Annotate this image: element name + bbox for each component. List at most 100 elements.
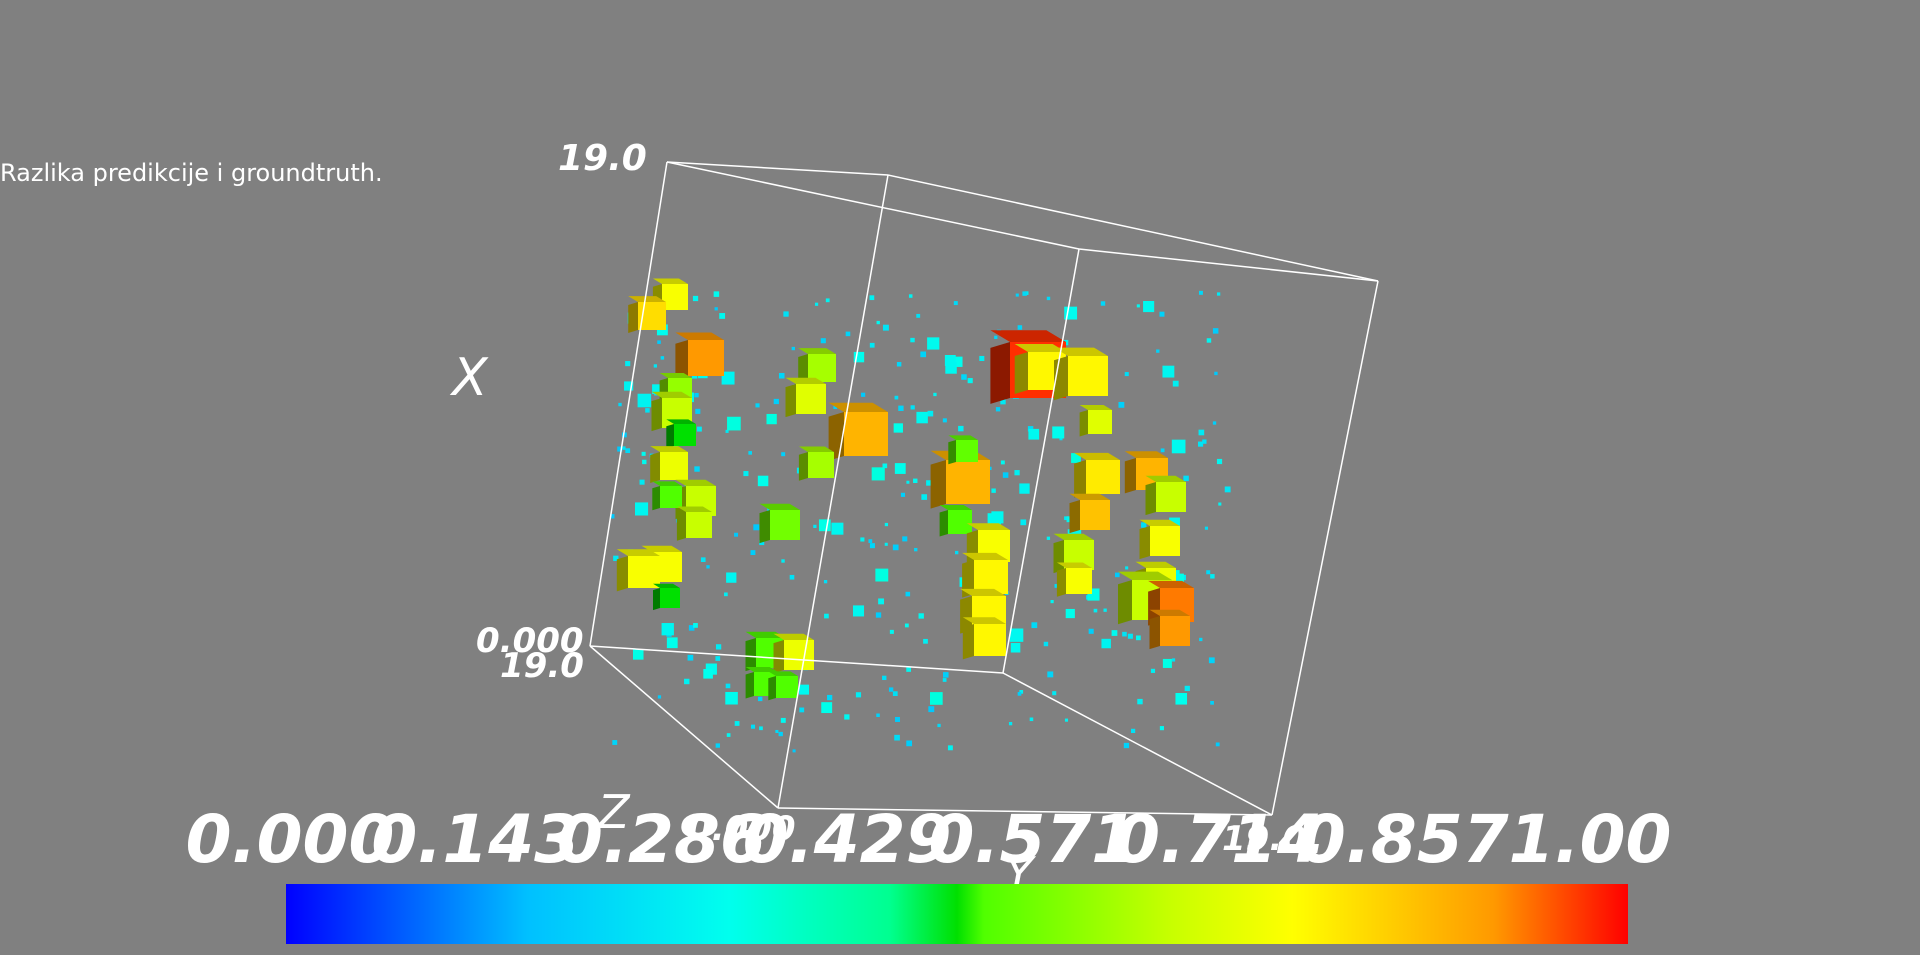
voxel-point bbox=[724, 592, 728, 597]
voxel-point bbox=[792, 749, 796, 753]
voxel-point bbox=[694, 392, 699, 398]
voxel-point bbox=[1162, 365, 1175, 378]
voxel bbox=[828, 402, 888, 461]
voxel-point bbox=[898, 405, 904, 411]
voxel-point bbox=[641, 451, 646, 456]
voxel-point bbox=[1160, 448, 1165, 453]
voxel bbox=[1145, 475, 1186, 516]
voxel-point bbox=[781, 559, 785, 563]
voxel bbox=[666, 419, 696, 449]
voxel-point bbox=[1002, 472, 1009, 478]
voxel-point bbox=[871, 467, 885, 481]
voxel-point bbox=[657, 695, 662, 699]
voxel-point bbox=[882, 324, 889, 331]
voxel-point bbox=[855, 692, 862, 698]
voxel-point bbox=[1218, 502, 1222, 506]
voxel-point bbox=[1052, 691, 1057, 696]
voxel-point bbox=[910, 337, 915, 343]
voxel-point bbox=[910, 405, 915, 410]
voxel-point bbox=[613, 555, 619, 561]
voxel bbox=[1069, 493, 1110, 534]
voxel-point bbox=[868, 539, 873, 543]
voxel-point bbox=[1124, 372, 1129, 377]
voxel bbox=[768, 671, 798, 701]
voxel-point bbox=[1159, 726, 1165, 731]
voxel-point bbox=[1054, 584, 1059, 588]
voxel-point bbox=[1125, 566, 1129, 570]
voxel-point bbox=[778, 731, 783, 737]
voxel-point bbox=[778, 372, 785, 379]
voxel-point bbox=[1208, 657, 1215, 664]
voxel-point bbox=[1028, 428, 1040, 440]
voxel bbox=[1056, 562, 1092, 597]
voxel bbox=[962, 552, 1008, 598]
voxel-point bbox=[715, 743, 720, 748]
voxel-point bbox=[923, 638, 928, 644]
voxel bbox=[798, 446, 834, 481]
voxel-point bbox=[753, 524, 760, 531]
voxel-point bbox=[725, 691, 738, 705]
voxel-point bbox=[1171, 658, 1176, 662]
box-edge bbox=[777, 174, 889, 809]
voxel-point bbox=[791, 346, 795, 351]
voxel-point bbox=[926, 480, 932, 486]
voxel-point bbox=[875, 612, 882, 618]
voxel-point bbox=[1100, 301, 1106, 306]
voxel-point bbox=[831, 522, 844, 535]
colorbar-gradient bbox=[286, 884, 1628, 944]
voxel-point bbox=[1171, 439, 1186, 454]
voxel-point bbox=[1224, 486, 1231, 493]
voxel-point bbox=[652, 384, 662, 395]
voxel-point bbox=[639, 479, 645, 485]
colorbar-tick-label: 0.286 bbox=[557, 801, 766, 878]
voxel-point bbox=[1127, 633, 1133, 639]
voxel-point bbox=[726, 733, 731, 737]
voxel bbox=[652, 481, 682, 511]
voxel-point bbox=[1206, 338, 1212, 343]
colorbar-tick-label: 0.714 bbox=[1114, 801, 1323, 878]
voxel-point bbox=[892, 691, 898, 697]
tick-x-max: 19.0 bbox=[558, 138, 647, 179]
voxel-point bbox=[869, 543, 875, 549]
voxel-point bbox=[781, 452, 786, 457]
voxel-point bbox=[906, 480, 910, 484]
voxel-point bbox=[692, 295, 699, 302]
voxel-point bbox=[904, 623, 909, 628]
voxel-point bbox=[789, 574, 795, 580]
voxel-point bbox=[767, 508, 771, 512]
caption-text: Razlika predikcije i groundtruth. bbox=[0, 159, 383, 187]
voxel-point bbox=[882, 675, 887, 681]
tick-y-min: 0.000 bbox=[688, 809, 796, 849]
voxel-point bbox=[773, 398, 779, 405]
voxel-point bbox=[625, 448, 631, 454]
voxel-point bbox=[916, 411, 928, 424]
voxel-point bbox=[1093, 608, 1098, 613]
voxel bbox=[676, 506, 712, 541]
voxel-point bbox=[878, 598, 885, 605]
voxel bbox=[759, 503, 800, 544]
box-edge bbox=[1271, 280, 1379, 816]
voxel-point bbox=[869, 295, 875, 301]
voxel-point bbox=[714, 307, 718, 311]
voxel-point bbox=[894, 463, 906, 474]
voxel-point bbox=[734, 721, 740, 726]
voxel-point bbox=[1043, 641, 1049, 647]
voxel-point bbox=[844, 714, 850, 720]
voxel-point bbox=[892, 544, 899, 551]
voxel bbox=[1079, 404, 1112, 437]
voxel-point bbox=[952, 356, 963, 367]
z-axis-label: Z bbox=[596, 785, 631, 839]
voxel-point bbox=[1198, 290, 1203, 295]
voxel-point bbox=[1183, 475, 1189, 482]
voxel-point bbox=[1123, 742, 1130, 749]
colorbar-tick-label: 0.000 bbox=[185, 801, 395, 878]
voxel-point bbox=[927, 337, 940, 350]
voxel-point bbox=[1015, 293, 1019, 297]
voxel-point bbox=[1019, 690, 1024, 694]
voxel-point bbox=[1172, 380, 1179, 387]
voxel-point bbox=[1064, 718, 1069, 722]
voxel bbox=[948, 435, 978, 465]
voxel-point bbox=[896, 362, 902, 367]
